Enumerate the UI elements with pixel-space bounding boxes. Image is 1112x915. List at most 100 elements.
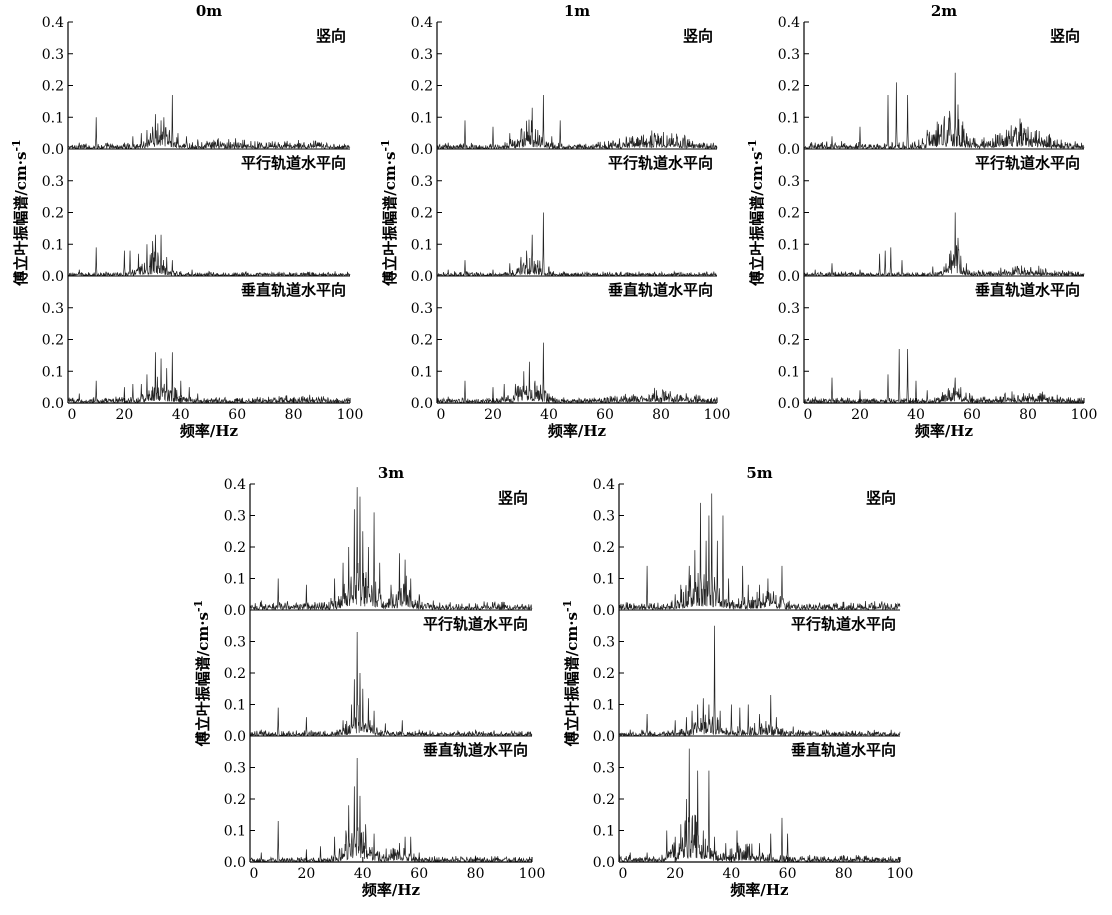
y-tick-label: 0.2 xyxy=(593,666,615,682)
spectrum-line xyxy=(67,95,351,150)
y-tick-label: 0.2 xyxy=(593,540,615,556)
y-tick-label: 0.3 xyxy=(224,635,246,651)
panel-2: 垂直轨道水平向 0.0 0.1 0.2 0.3 xyxy=(411,281,718,412)
y-axis-label-superscript: -1 xyxy=(379,139,392,151)
y-tick-label: 0.3 xyxy=(224,761,246,777)
spectrum-line xyxy=(618,625,901,737)
x-tick-label: 60 xyxy=(779,866,797,882)
x-axis-label: 频率/Hz xyxy=(362,881,421,899)
chart-group-2: 2m竖向0.00.10.20.30.4平行轨道水平向0.00.10.20.3垂直… xyxy=(746,2,1097,440)
x-tick-label: 0 xyxy=(804,407,813,423)
panel-label: 垂直轨道水平向 xyxy=(608,281,713,299)
panel-label: 竖向 xyxy=(316,27,346,45)
y-tick-label: 0.0 xyxy=(224,729,246,745)
panel-1: 平行轨道水平向 0.0 0.1 0.2 0.3 xyxy=(42,154,351,285)
y-tick-label: 0.3 xyxy=(593,635,615,651)
panel-2: 垂直轨道水平向 0.0 0.1 0.2 0.3 xyxy=(224,741,533,871)
y-tick-label: 0.0 xyxy=(42,396,64,412)
y-tick-label: 0.1 xyxy=(411,110,433,126)
y-tick-label: 0.3 xyxy=(593,761,615,777)
panel-0: 竖向 0.0 0.1 0.2 0.3 0.4 xyxy=(778,15,1085,158)
y-tick-label: 0.4 xyxy=(593,477,615,493)
y-tick-label: 0.2 xyxy=(224,792,246,808)
y-tick-label: 0.4 xyxy=(42,15,64,31)
spectrum-line xyxy=(803,72,1085,150)
panel-0: 竖向 0.0 0.1 0.2 0.3 0.4 xyxy=(593,477,901,619)
y-tick-label: 0.1 xyxy=(593,572,615,588)
x-tick-label: 0 xyxy=(250,866,259,882)
y-tick-label: 0.1 xyxy=(593,698,615,714)
y-tick-label: 0.3 xyxy=(778,174,800,190)
spectrum-line xyxy=(803,349,1085,404)
x-axis-label: 频率/Hz xyxy=(548,422,607,440)
panel-label: 平行轨道水平向 xyxy=(241,154,346,172)
y-axis-label-superscript: -1 xyxy=(10,139,23,151)
x-tick-label: 100 xyxy=(337,407,364,423)
y-tick-label: 0.0 xyxy=(593,729,615,745)
panel-1: 平行轨道水平向 0.0 0.1 0.2 0.3 xyxy=(778,154,1085,285)
x-tick-label: 40 xyxy=(354,866,372,882)
y-axis-label-main: 傅立叶振幅谱/cm·s xyxy=(381,152,399,287)
x-tick-label: 60 xyxy=(228,407,246,423)
y-tick-label: 0.0 xyxy=(42,142,64,158)
panel-label: 竖向 xyxy=(683,27,713,45)
chart-group-1: 1m竖向0.00.10.20.30.4平行轨道水平向0.00.10.20.3垂直… xyxy=(379,2,730,440)
y-axis-label-superscript: -1 xyxy=(746,139,759,151)
panel-label: 竖向 xyxy=(498,489,528,507)
y-tick-label: 0.0 xyxy=(411,142,433,158)
panel-0: 竖向 0.0 0.1 0.2 0.3 0.4 xyxy=(411,15,718,158)
panel-1: 平行轨道水平向 0.0 0.1 0.2 0.3 xyxy=(224,615,533,745)
y-tick-label: 0.0 xyxy=(42,269,64,285)
y-tick-label: 0.3 xyxy=(42,301,64,317)
panel-label: 平行轨道水平向 xyxy=(608,154,713,172)
x-tick-label: 100 xyxy=(1071,407,1098,423)
x-tick-label: 60 xyxy=(410,866,428,882)
y-tick-label: 0.3 xyxy=(411,174,433,190)
x-tick-label: 20 xyxy=(666,866,684,882)
y-tick-label: 0.1 xyxy=(778,364,800,380)
y-tick-label: 0.1 xyxy=(42,110,64,126)
y-tick-label: 0.3 xyxy=(411,47,433,63)
y-tick-label: 0.2 xyxy=(411,206,433,222)
y-axis-label: 傅立叶振幅谱/cm·s-1 xyxy=(10,139,30,286)
y-tick-label: 0.1 xyxy=(224,572,246,588)
y-tick-label: 0.0 xyxy=(778,269,800,285)
y-tick-label: 0.0 xyxy=(411,396,433,412)
panel-2: 垂直轨道水平向 0.0 0.1 0.2 0.3 xyxy=(42,281,351,412)
y-tick-label: 0.1 xyxy=(411,364,433,380)
x-tick-label: 60 xyxy=(596,407,614,423)
y-tick-label: 0.0 xyxy=(778,142,800,158)
spectrum-line xyxy=(436,95,718,150)
y-tick-label: 0.3 xyxy=(778,301,800,317)
x-tick-label: 100 xyxy=(519,866,546,882)
panel-label: 平行轨道水平向 xyxy=(975,154,1080,172)
y-axis-label-main: 傅立叶振幅谱/cm·s xyxy=(194,612,212,747)
y-tick-label: 0.0 xyxy=(593,603,615,619)
chart-title: 1m xyxy=(564,2,590,20)
spectrum-line xyxy=(249,487,533,611)
y-tick-label: 0.2 xyxy=(411,333,433,349)
y-tick-label: 0.3 xyxy=(42,174,64,190)
x-tick-label: 100 xyxy=(704,407,731,423)
x-tick-label: 40 xyxy=(172,407,190,423)
x-tick-label: 80 xyxy=(835,866,853,882)
x-tick-label: 100 xyxy=(887,866,914,882)
y-axis-label-main: 傅立叶振幅谱/cm·s xyxy=(748,152,766,287)
y-axis-label: 傅立叶振幅谱/cm·s-1 xyxy=(746,139,766,286)
y-tick-label: 0.3 xyxy=(411,301,433,317)
spectrum-line xyxy=(249,632,533,737)
y-tick-label: 0.1 xyxy=(778,110,800,126)
spectrum-line xyxy=(618,748,901,863)
chart-title: 5m xyxy=(746,464,772,482)
y-tick-label: 0.0 xyxy=(411,269,433,285)
y-axis-label: 傅立叶振幅谱/cm·s-1 xyxy=(379,139,399,286)
chart-title: 0m xyxy=(196,2,222,20)
x-axis-label: 频率/Hz xyxy=(915,422,974,440)
y-tick-label: 0.2 xyxy=(42,79,64,95)
y-tick-label: 0.3 xyxy=(778,47,800,63)
spectrum-line xyxy=(803,212,1085,277)
y-tick-label: 0.3 xyxy=(593,509,615,525)
x-tick-label: 80 xyxy=(652,407,670,423)
x-tick-label: 20 xyxy=(115,407,133,423)
